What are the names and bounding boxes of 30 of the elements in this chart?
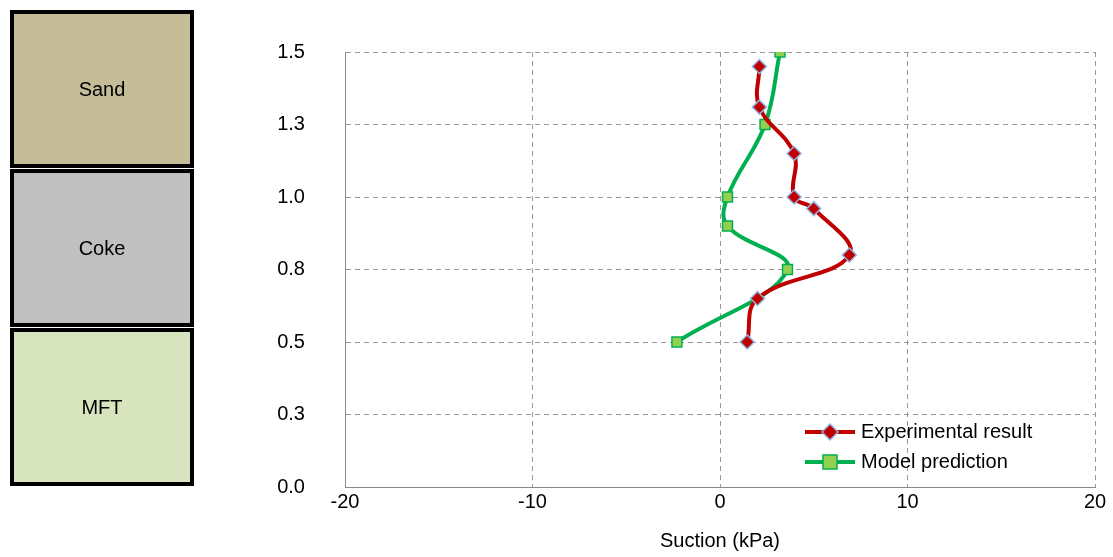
y-tick-label: 1.3 <box>277 112 305 135</box>
point <box>841 247 858 263</box>
point <box>739 334 755 350</box>
legend-label: Model prediction <box>861 449 1008 472</box>
y-tick-label: 1.5 <box>277 39 305 62</box>
x-axis-title: Suction (kPa) <box>659 528 781 551</box>
point <box>806 200 822 217</box>
point <box>721 191 734 203</box>
x-tick-label: 10 <box>896 489 919 512</box>
x-tick-label: 0 <box>714 489 726 512</box>
point <box>751 99 768 115</box>
point <box>721 220 734 232</box>
y-tick-label: 0.5 <box>277 329 305 352</box>
point <box>781 263 794 276</box>
y-tick-label: 0.0 <box>277 474 305 497</box>
legend-label: Experimental result <box>861 419 1033 442</box>
point <box>749 290 766 307</box>
y-tick-label: 0.3 <box>277 402 305 425</box>
y-tick-label: 0.8 <box>277 257 305 280</box>
soil-layer-block: Sand <box>10 10 194 168</box>
soil-layer-block: MFT <box>10 328 194 486</box>
point <box>786 189 802 205</box>
point <box>786 145 802 162</box>
x-tick-label: -20 <box>330 489 360 512</box>
point <box>671 336 683 348</box>
point <box>751 58 768 75</box>
y-tick-label: 1.0 <box>277 184 305 207</box>
x-tick-label: 20 <box>1083 489 1107 512</box>
x-tick-label: -10 <box>518 489 547 512</box>
soil-layer-block: Coke <box>10 169 194 327</box>
